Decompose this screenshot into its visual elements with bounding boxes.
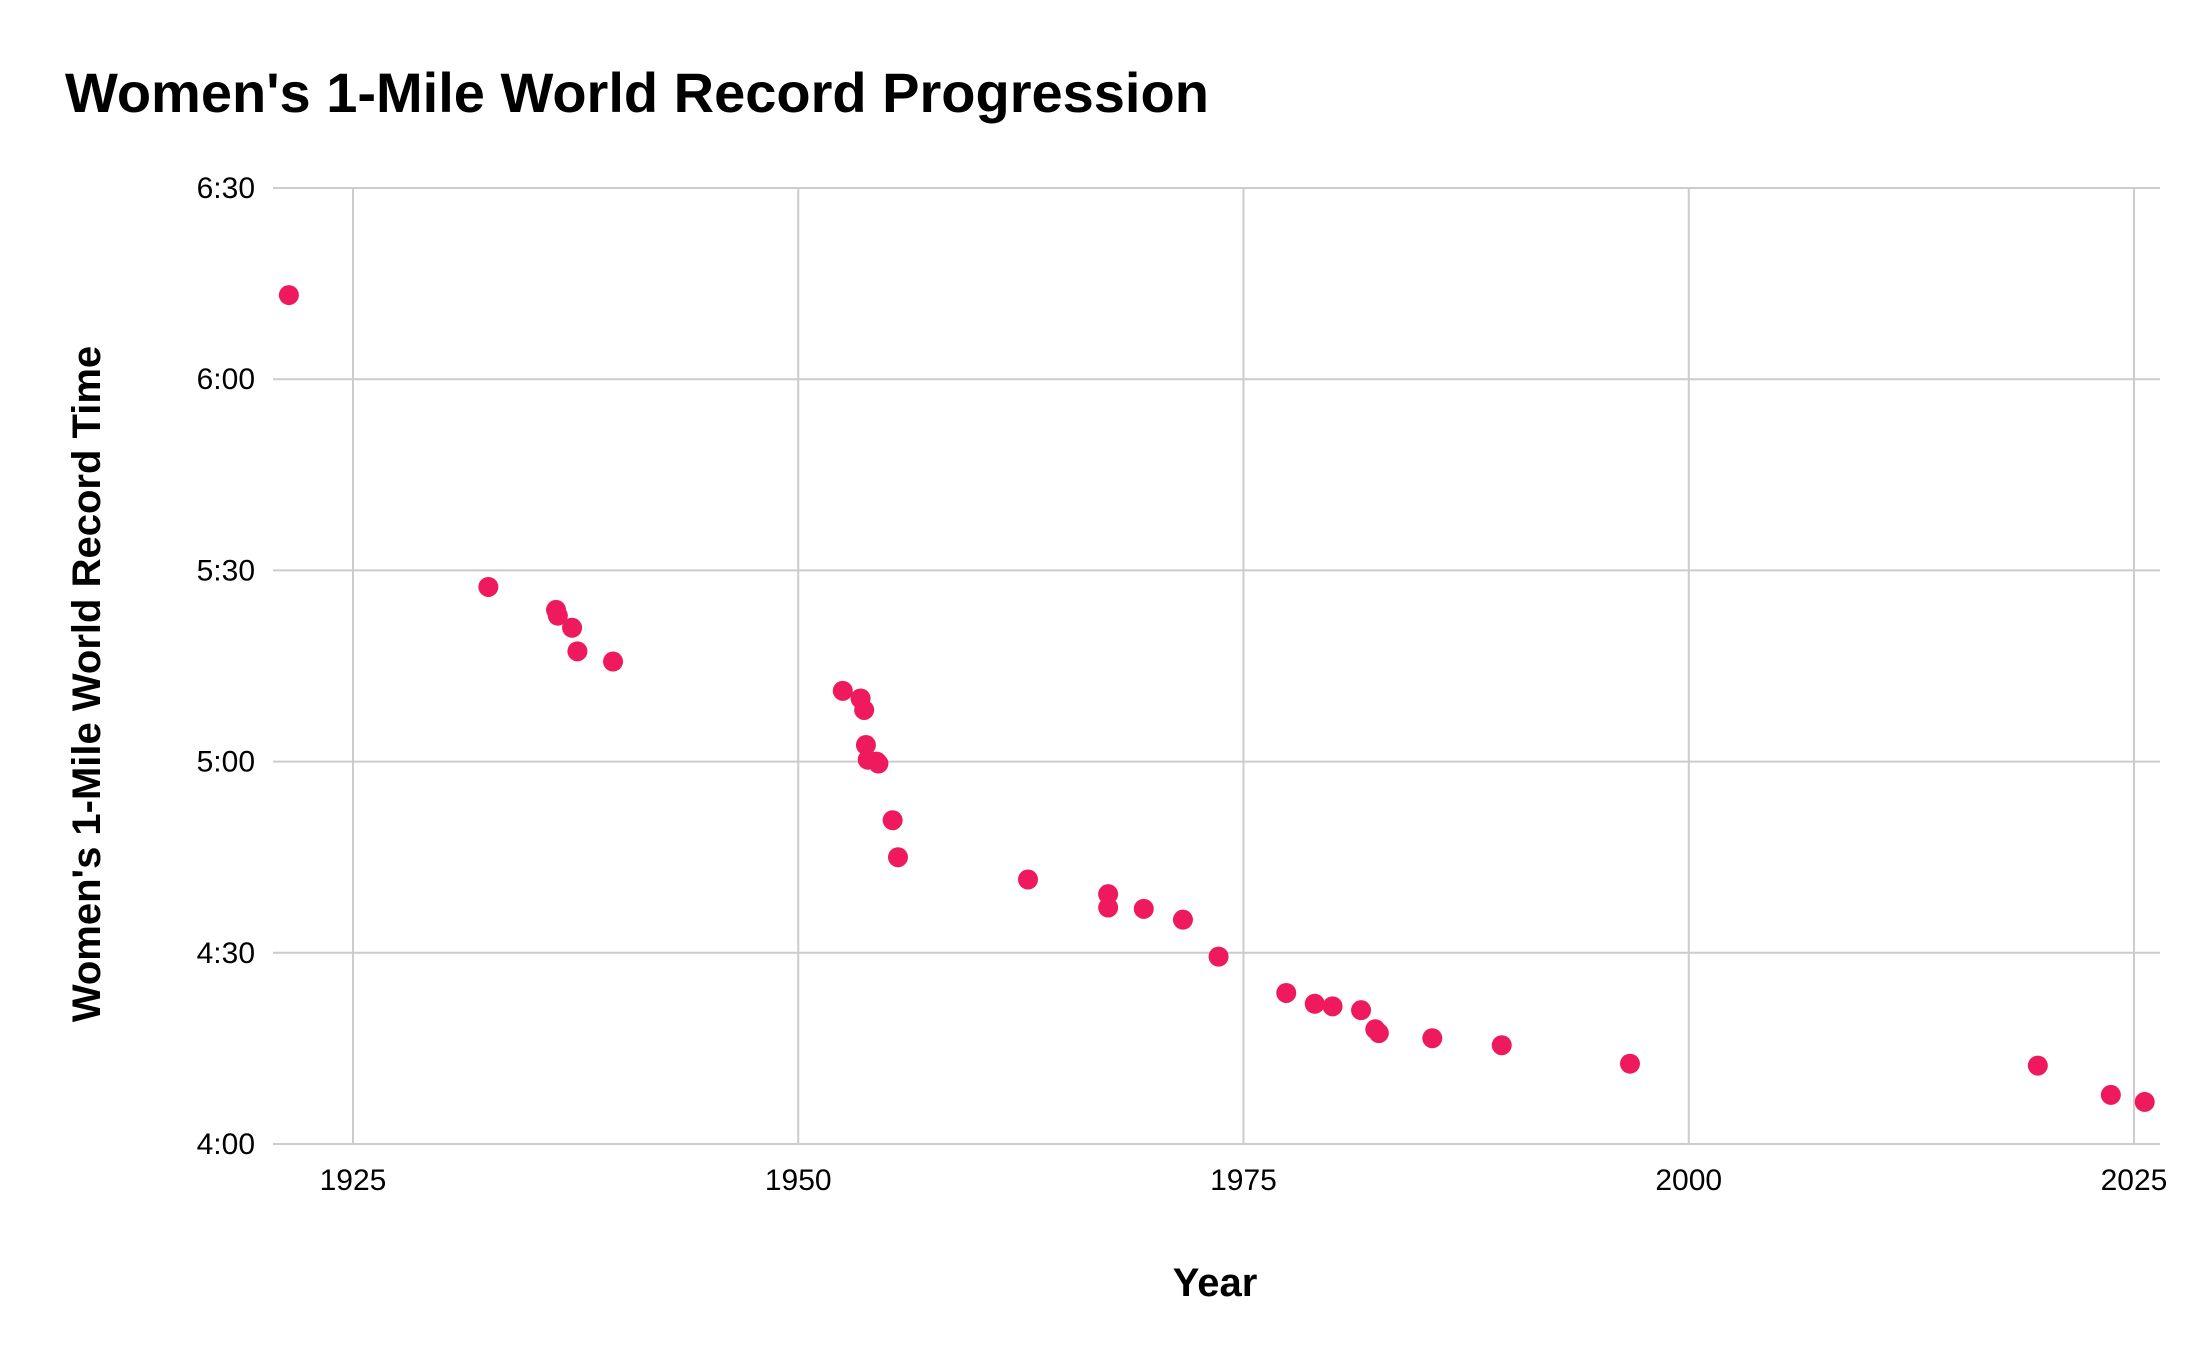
x-axis-title: Year [1173,1261,1258,1305]
data-point [562,617,583,638]
data-point [1133,898,1154,919]
data-point [278,285,299,306]
y-tick-label: 5:00 [197,746,255,779]
data-point [1368,1023,1389,1044]
data-point [882,810,903,831]
data-point [855,735,876,756]
y-tick-label: 6:00 [197,363,255,396]
data-point [567,641,588,662]
y-tick-label: 5:30 [197,554,255,587]
grid-layer [273,187,2160,1145]
data-point [1491,1035,1512,1056]
data-point [1351,1000,1372,1021]
x-tick-labels: 1925 1950 1975 2000 2025 [320,1164,2168,1197]
data-point [1098,897,1119,918]
x-tick-label: 1925 [320,1164,387,1197]
data-point [1304,993,1325,1014]
data-point [868,753,889,774]
data-points [278,285,2155,1112]
x-tick-label: 1975 [1210,1164,1277,1197]
data-point [1208,946,1229,967]
y-tick-label: 6:30 [197,172,255,205]
data-point [832,680,853,701]
data-point [2100,1084,2121,1105]
x-tick-label: 2025 [2101,1164,2168,1197]
data-point [2027,1055,2048,1076]
y-tick-label: 4:00 [197,1128,255,1161]
x-tick-label: 2000 [1655,1164,1722,1197]
data-point [1422,1028,1443,1049]
data-point [1276,982,1297,1003]
data-point [1619,1053,1640,1074]
y-tick-labels: 4:00 4:30 5:00 5:30 6:00 6:30 [197,172,255,1161]
data-point [478,576,499,597]
data-point [854,699,875,720]
data-point [1322,996,1343,1017]
y-axis-title: Women's 1-Mile World Record Time [65,346,109,1022]
chart-title: Women's 1-Mile World Record Progression [65,61,1209,124]
data-point [1017,869,1038,890]
data-point [1172,909,1193,930]
y-tick-label: 4:30 [197,937,255,970]
data-point [2134,1091,2155,1112]
x-tick-label: 1950 [765,1164,832,1197]
data-point [603,651,624,672]
data-point [887,847,908,868]
data-point [547,605,568,626]
